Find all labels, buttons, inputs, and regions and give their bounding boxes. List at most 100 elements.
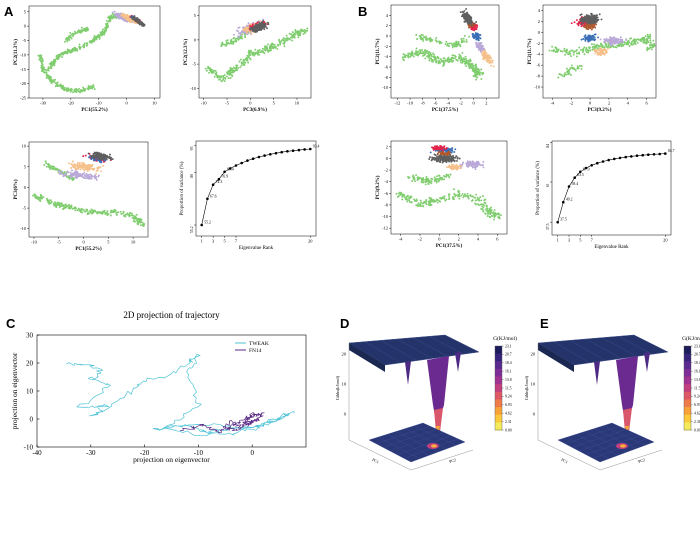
point-label: 76.9 [221,175,228,179]
data-point [486,55,489,58]
data-point [594,16,597,19]
data-point [33,193,36,196]
x-axis-label: PC3(9.2%) [588,108,612,113]
data-point [40,60,43,63]
data-point [67,88,70,91]
data-point [81,30,83,33]
data-point [466,15,469,18]
data-point [590,28,593,31]
plot-frame [28,141,149,238]
data-point [233,67,236,70]
data-point [119,12,122,15]
data-point [600,43,603,46]
data-point [565,73,568,76]
data-point [590,36,593,39]
data-point [302,33,305,35]
data-point [462,196,465,199]
data-point [493,209,496,211]
data-point [225,42,228,45]
data-point [498,217,501,220]
data-point [101,33,104,36]
data-point [424,52,427,55]
data-point [417,50,420,53]
x-axis-label: PC1(37.5%) [432,108,459,113]
data-point [453,54,456,57]
data-point [599,47,602,50]
x-tick-label: 5 [223,239,226,244]
data-point [123,214,126,217]
y-axis-label: PC2(11.7%) [376,38,381,64]
data-point [92,152,95,155]
data-point [46,69,49,72]
data-point [496,212,499,215]
data-point [95,177,98,179]
data-point [442,64,445,67]
data-point [438,59,441,62]
data-point [397,192,400,195]
data-point [447,57,449,60]
data-point [594,18,597,21]
data-point [459,45,462,48]
data-point [485,51,488,54]
data-point [424,49,427,52]
data-point [112,210,115,213]
data-point [444,43,447,46]
data-point [416,52,418,55]
data-point [419,199,422,202]
data-point [139,22,142,25]
data-point [67,38,70,41]
scree-point [234,164,238,167]
data-point [229,73,232,76]
data-point [580,38,583,41]
data-point [466,192,469,195]
scree-point [286,150,289,153]
data-point [410,54,412,57]
data-point [429,51,432,54]
data-point [429,203,432,206]
data-point [420,205,422,208]
data-point [60,87,63,90]
data-point [102,211,105,214]
data-point [32,194,35,197]
data-point [553,49,556,52]
data-point [95,169,98,172]
data-point [66,176,69,179]
x-tick-label: 10 [152,101,157,106]
data-point [621,43,624,46]
data-point [422,205,425,208]
x-tick-label: 5 [273,101,276,106]
data-point [444,59,447,62]
data-point [65,37,68,39]
data-point [464,55,467,58]
data-point [489,208,492,211]
data-point [591,16,594,18]
x-tick-label: 4 [627,101,630,106]
data-point [105,25,108,28]
data-point [432,199,434,201]
y-axis-label: PC2(12.3%) [184,39,189,66]
data-point [66,52,69,55]
data-point [484,57,487,60]
y-tick-label: -8 [384,75,388,80]
data-point [48,202,51,205]
data-point [67,162,70,165]
data-point [476,196,479,199]
y-tick-label: -4 [536,52,540,57]
data-point [409,53,411,55]
data-point [470,24,473,27]
data-point [306,29,309,32]
data-point [598,13,601,16]
data-point [436,56,439,59]
data-point [478,74,481,76]
data-point [114,14,117,17]
data-point [619,44,622,47]
data-point [75,87,78,90]
data-point [223,43,226,46]
data-point [487,212,489,215]
data-point [117,211,120,214]
data-point [467,196,469,199]
data-point [486,207,488,210]
scatter-points [204,18,309,83]
data-point [45,162,48,165]
